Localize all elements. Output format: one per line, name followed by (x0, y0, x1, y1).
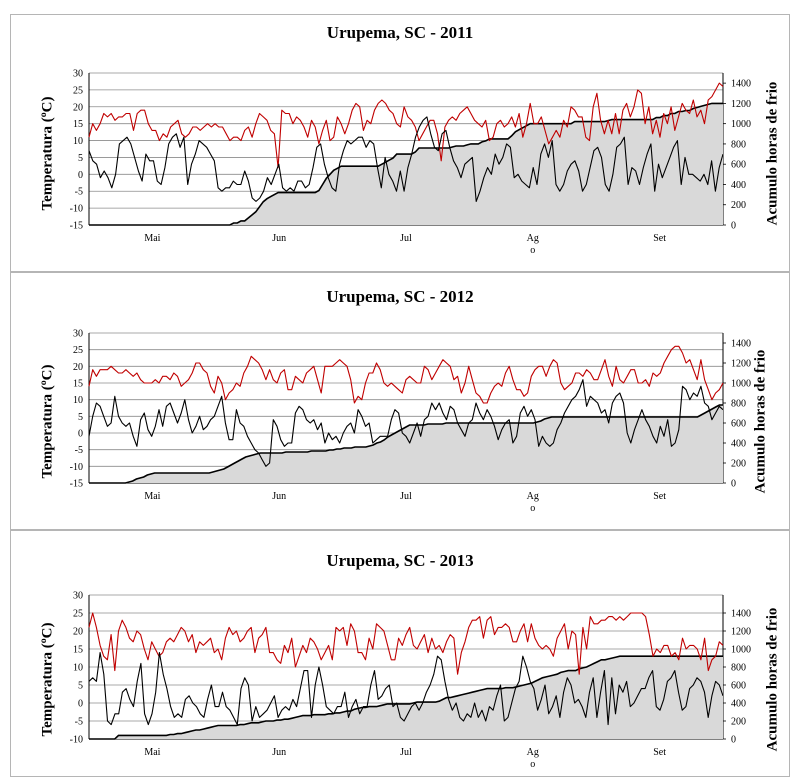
y-tick-label: 5 (78, 412, 83, 423)
y-tick-label: 10 (73, 663, 83, 674)
x-tick-label: Jul (400, 747, 412, 758)
y2-tick-label: 1200 (731, 627, 751, 638)
x-tick-label: Mai (144, 491, 160, 502)
x-tick-label: Jul (400, 233, 412, 244)
y2-tick-label: 400 (731, 439, 746, 450)
y-tick-label: 15 (73, 119, 83, 130)
y-tick-label: 30 (73, 329, 83, 340)
x-tick-label: Set (653, 233, 666, 244)
y-tick-label: 0 (78, 429, 83, 440)
y2-tick-label: 200 (731, 717, 746, 728)
y2-tick-label: 1400 (731, 79, 751, 90)
y2-tick-label: 1000 (731, 119, 751, 130)
chart-plot: 30 25 20 15 10 5 0 -5 -10 -15 1400 1200 1000 800 600 40… (70, 329, 751, 515)
y-tick-label: 10 (73, 395, 83, 406)
x-tick-label-extra: o (530, 245, 535, 256)
x-tick-label-extra: o (530, 503, 535, 514)
y2-tick-label: 0 (731, 735, 736, 746)
chart-title: Urupema, SC - 2012 (326, 287, 474, 306)
y2-tick-label: 600 (731, 681, 746, 692)
y2-tick-label: 400 (731, 180, 746, 191)
y2-tick-label: 600 (731, 419, 746, 430)
y-tick-label: 20 (73, 362, 83, 373)
y2-tick-label: 1400 (731, 609, 751, 620)
y2-tick-label: 1000 (731, 645, 751, 656)
y-tick-label: 20 (73, 102, 83, 113)
y-tick-label: 15 (73, 379, 83, 390)
x-tick-label: Ag (527, 747, 539, 758)
chill-hours-line (89, 655, 723, 740)
y2-tick-label: 1200 (731, 359, 751, 370)
y-tick-label: 5 (78, 681, 83, 692)
y-tick-label: 30 (73, 69, 83, 80)
y-tick-label: -5 (75, 717, 83, 728)
x-tick-label: Set (653, 747, 666, 758)
y-tick-label: -10 (70, 462, 83, 473)
y-tick-label: -10 (70, 735, 83, 746)
tmax-line (88, 612, 724, 675)
chill-hours-area (89, 405, 723, 483)
chart-panel-2011: Urupema, SC - 2011 Temperatura (ºC) Acum… (10, 14, 790, 272)
chill-hours-area (89, 656, 723, 739)
chart-plot: 30 25 20 15 10 5 0 -5 -10 -15 1400 1200 1000 800 600 40… (70, 69, 751, 257)
y2-tick-label: 0 (731, 221, 736, 232)
y-tick-label: 10 (73, 136, 83, 147)
y2-tick-label: 800 (731, 139, 746, 150)
x-tick-label: Ag (527, 233, 539, 244)
y2-tick-label: 800 (731, 663, 746, 674)
y-tick-label: 5 (78, 153, 83, 164)
x-tick-label: Set (653, 491, 666, 502)
y-tick-label: 25 (73, 609, 83, 620)
tmin-line (88, 652, 724, 726)
x-tick-label: Mai (144, 233, 160, 244)
y2-tick-label: 1000 (731, 379, 751, 390)
x-tick-label: Jun (272, 491, 286, 502)
chill-hours-line (89, 404, 723, 484)
x-tick-label: Mai (144, 747, 160, 758)
tmin-line (88, 379, 724, 467)
y2-tick-label: 400 (731, 699, 746, 710)
y-tick-label: -5 (75, 445, 83, 456)
x-tick-label: Jul (400, 491, 412, 502)
y2-tick-label: 600 (731, 160, 746, 171)
y-tick-label: -5 (75, 187, 83, 198)
y2-tick-label: 1400 (731, 339, 751, 350)
y-tick-label: 30 (73, 591, 83, 602)
y-tick-label: -10 (70, 204, 83, 215)
chart-title: Urupema, SC - 2011 (326, 23, 474, 42)
y2-tick-label: 800 (731, 399, 746, 410)
tmax-line (88, 345, 724, 404)
y-tick-label: 15 (73, 645, 83, 656)
x-tick-label: Ag (527, 491, 539, 502)
chart-plot: 30 25 20 15 10 5 0 -5 -10 1400 1200 1000 800 600 400 20… (70, 591, 751, 771)
tmax-line (88, 82, 724, 169)
y2-tick-label: 1200 (731, 99, 751, 110)
x-tick-label: Jun (272, 747, 286, 758)
y-tick-label: 25 (73, 345, 83, 356)
tmin-line (88, 116, 724, 202)
y2-tick-label: 200 (731, 459, 746, 470)
x-tick-label: Jun (272, 233, 286, 244)
x-tick-label-extra: o (530, 759, 535, 770)
y-tick-label: 0 (78, 170, 83, 181)
y-tick-label: 0 (78, 699, 83, 710)
y-tick-label: -15 (70, 479, 83, 490)
y-tick-label: -15 (70, 221, 83, 232)
y2-tick-label: 200 (731, 200, 746, 211)
y-tick-label: 25 (73, 85, 83, 96)
y2-tick-label: 0 (731, 479, 736, 490)
chill-hours-line (89, 102, 723, 226)
y-tick-label: 20 (73, 627, 83, 638)
chart-title: Urupema, SC - 2013 (326, 551, 474, 570)
chart-panel-2012: Urupema, SC - 2012 Temperatura (ºC) Acum… (10, 272, 790, 530)
chill-hours-area (89, 103, 723, 225)
chart-panel-2013: Urupema, SC - 2013 Temperatura (ºC) Acum… (10, 530, 790, 777)
